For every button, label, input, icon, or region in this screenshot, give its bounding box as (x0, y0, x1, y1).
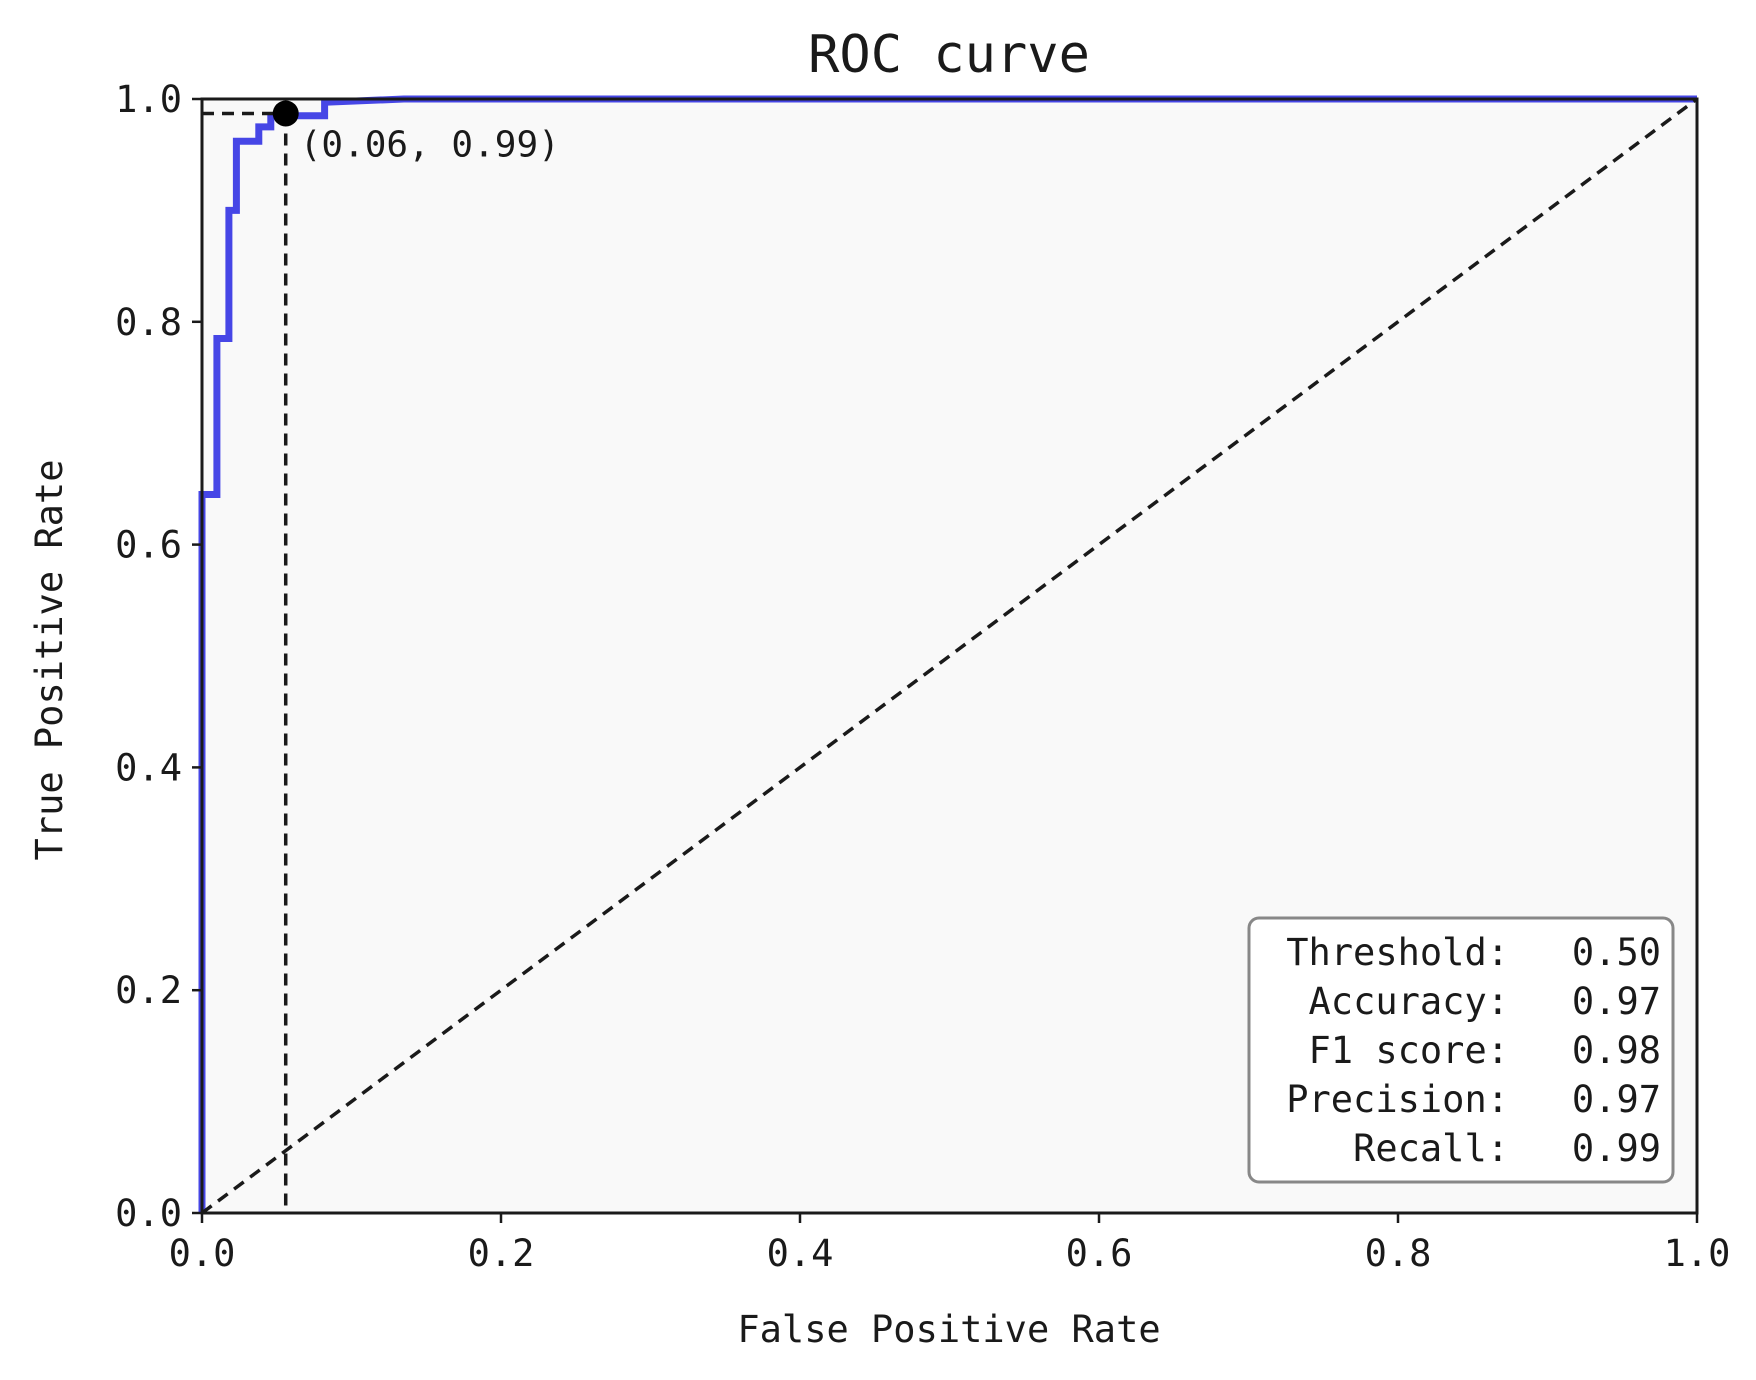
metrics-box: Threshold: 0.50 Accuracy: 0.97 F1 score: 0.98… (1247, 916, 1675, 1184)
metric-label: F1 score: (1309, 1029, 1509, 1072)
metric-label: Threshold: (1286, 931, 1509, 974)
roc-curve-line (198, 95, 1697, 1213)
x-axis-label: False Positive Rate (737, 1308, 1160, 1351)
y-tick-label: 1.0 (115, 78, 182, 121)
plot-frame (200, 97, 1699, 1215)
axis-ticks: 0.0 0.2 0.4 0.6 0.8 1.0 0.0 0.2 0.4 0.6 0.8 1.0 (115, 78, 1730, 1275)
x-tick-label: 0.8 (1365, 1232, 1432, 1275)
optimal-point-marker (272, 100, 299, 127)
metric-value: 0.97 (1572, 1078, 1661, 1121)
metric-value: 0.99 (1572, 1127, 1661, 1170)
y-tick-label: 0.0 (115, 1192, 182, 1235)
x-tick-label: 0.6 (1066, 1232, 1133, 1275)
series-layer (198, 95, 1699, 1215)
y-tick-label: 0.2 (115, 969, 182, 1012)
y-tick-label: 0.4 (115, 746, 182, 789)
marker-guides: (0.06, 0.99) (202, 100, 560, 1213)
chart-title: ROC curve (808, 25, 1090, 85)
metric-label: Accuracy: (1309, 980, 1509, 1023)
chance-diagonal-line (200, 97, 1699, 1215)
metrics-box-frame (1247, 916, 1675, 1184)
x-tick-label: 0.0 (169, 1232, 236, 1275)
x-tick-label: 1.0 (1664, 1232, 1731, 1275)
y-tick-label: 0.6 (115, 524, 182, 567)
optimal-point-label: (0.06, 0.99) (300, 124, 560, 165)
x-tick-label: 0.4 (767, 1232, 834, 1275)
metric-label: Recall: (1353, 1127, 1509, 1170)
x-tick-label: 0.2 (468, 1232, 535, 1275)
metric-value: 0.98 (1572, 1029, 1661, 1072)
y-tick-label: 0.8 (115, 301, 182, 344)
metric-value: 0.97 (1572, 980, 1661, 1023)
metric-value: 0.50 (1572, 931, 1661, 974)
y-axis-label: True Positive Rate (28, 460, 71, 861)
metric-label: Precision: (1286, 1078, 1509, 1121)
